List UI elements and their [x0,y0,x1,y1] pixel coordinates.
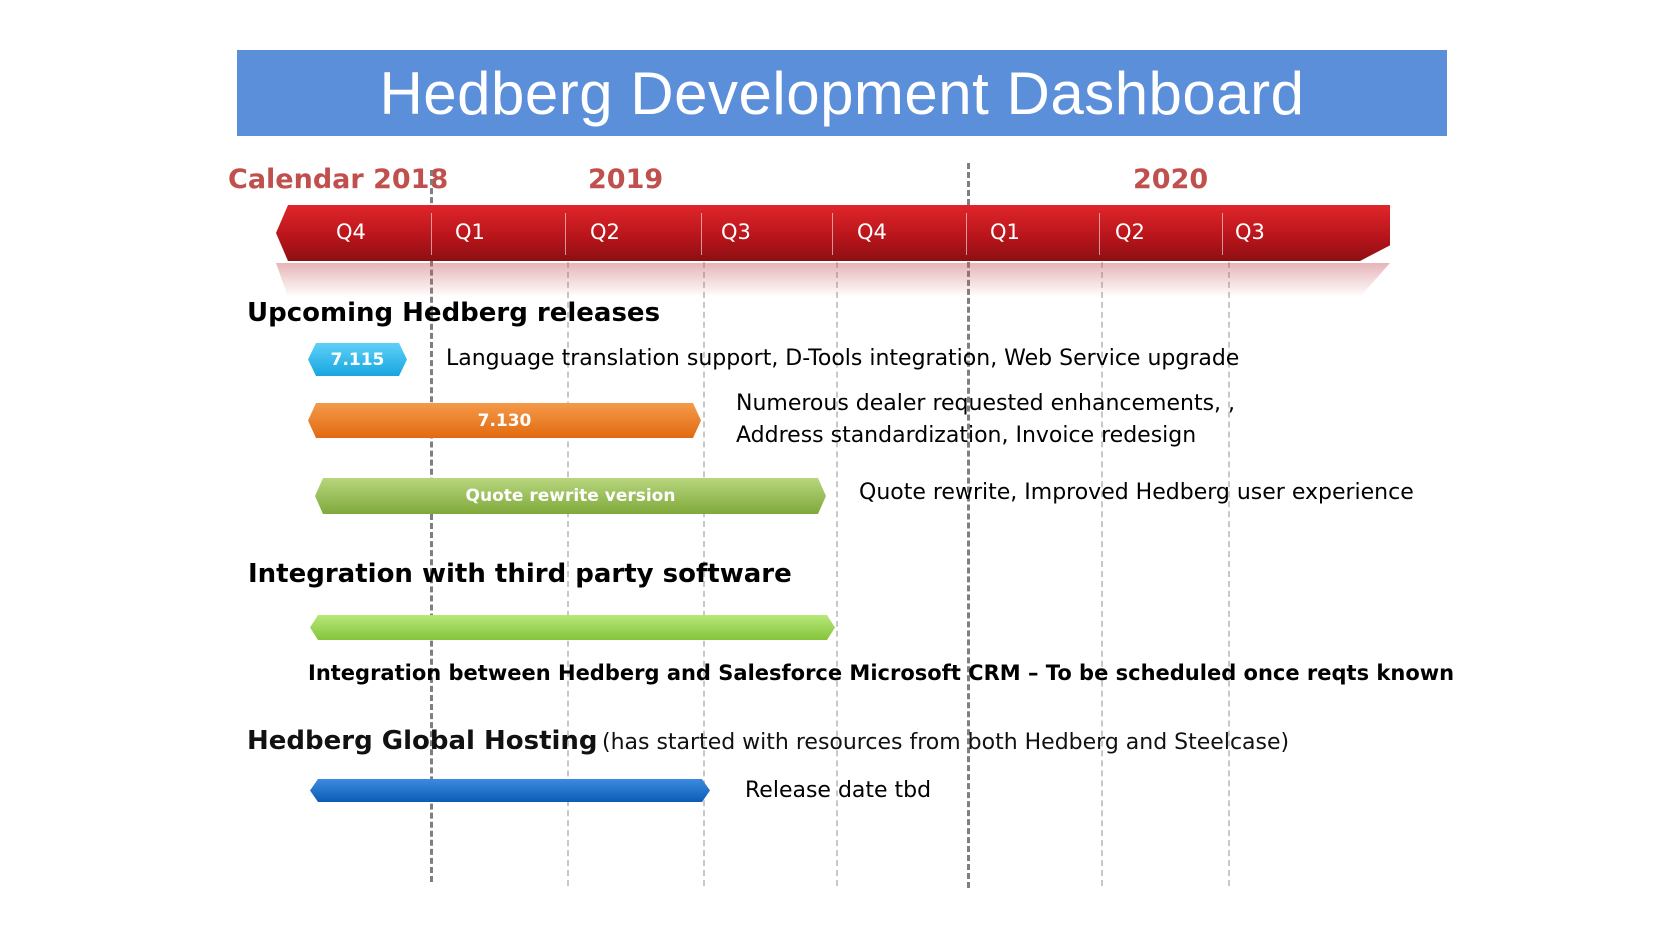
quarter-q2-2020: Q2 [1115,220,1145,244]
release-bar-7130: 7.130 [308,403,701,438]
gridline-q2-2020 [1101,262,1103,886]
quarter-q3-2020: Q3 [1235,220,1265,244]
gridline-q4-2019 [836,262,838,886]
year-label-2018: Calendar 2018 [228,164,449,195]
release-7115-description: Language translation support, D-Tools in… [446,346,1240,371]
quarter-divider [565,213,566,255]
hosting-description: Release date tbd [745,778,932,803]
quarter-divider [1222,213,1223,255]
quarter-q4-2018: Q4 [336,220,366,244]
title-banner: Hedberg Development Dashboard [237,50,1447,136]
quarter-divider [832,213,833,255]
quarter-q1-2019: Q1 [455,220,485,244]
hosting-note: (has started with resources from both He… [601,730,1290,755]
integration-bar [310,615,835,640]
release-bar-quote-rewrite: Quote rewrite version [315,478,826,514]
timeline-bar [276,205,1390,261]
quarter-q2-2019: Q2 [590,220,620,244]
gridline-q3-2019 [703,262,705,886]
quarter-q4-2019: Q4 [857,220,887,244]
gridline-q3-2020 [1228,262,1230,886]
release-7130-description-line1: Numerous dealer requested enhancements, … [736,391,1236,416]
integration-heading: Integration with third party software [248,559,792,589]
quarter-timeline: Q4 Q1 Q2 Q3 Q4 Q1 Q2 Q3 [276,205,1390,261]
quarter-q3-2019: Q3 [721,220,751,244]
hosting-heading: Hedberg Global Hosting [247,726,598,756]
release-bar-7115: 7.115 [308,343,407,376]
hosting-heading-line: Hedberg Global Hosting (has started with… [247,726,1289,756]
quarter-q1-2020: Q1 [990,220,1020,244]
gridline-q2-2019 [567,262,569,886]
year-label-2019: 2019 [588,164,664,195]
quarter-divider [431,213,432,255]
timeline-reflection [276,263,1390,297]
quarter-divider [701,213,702,255]
gridline-2020-start [967,163,970,888]
quarter-divider [1099,213,1100,255]
integration-description: Integration between Hedberg and Salesfor… [308,661,1455,685]
release-quote-rewrite-description: Quote rewrite, Improved Hedberg user exp… [859,480,1414,505]
year-label-2020: 2020 [1133,164,1209,195]
quarter-divider [966,213,967,255]
page-title: Hedberg Development Dashboard [379,59,1305,127]
releases-heading: Upcoming Hedberg releases [247,298,661,328]
gridline-2019-start [430,170,433,882]
release-7130-description-line2: Address standardization, Invoice redesig… [736,423,1197,448]
hosting-bar [310,779,710,802]
